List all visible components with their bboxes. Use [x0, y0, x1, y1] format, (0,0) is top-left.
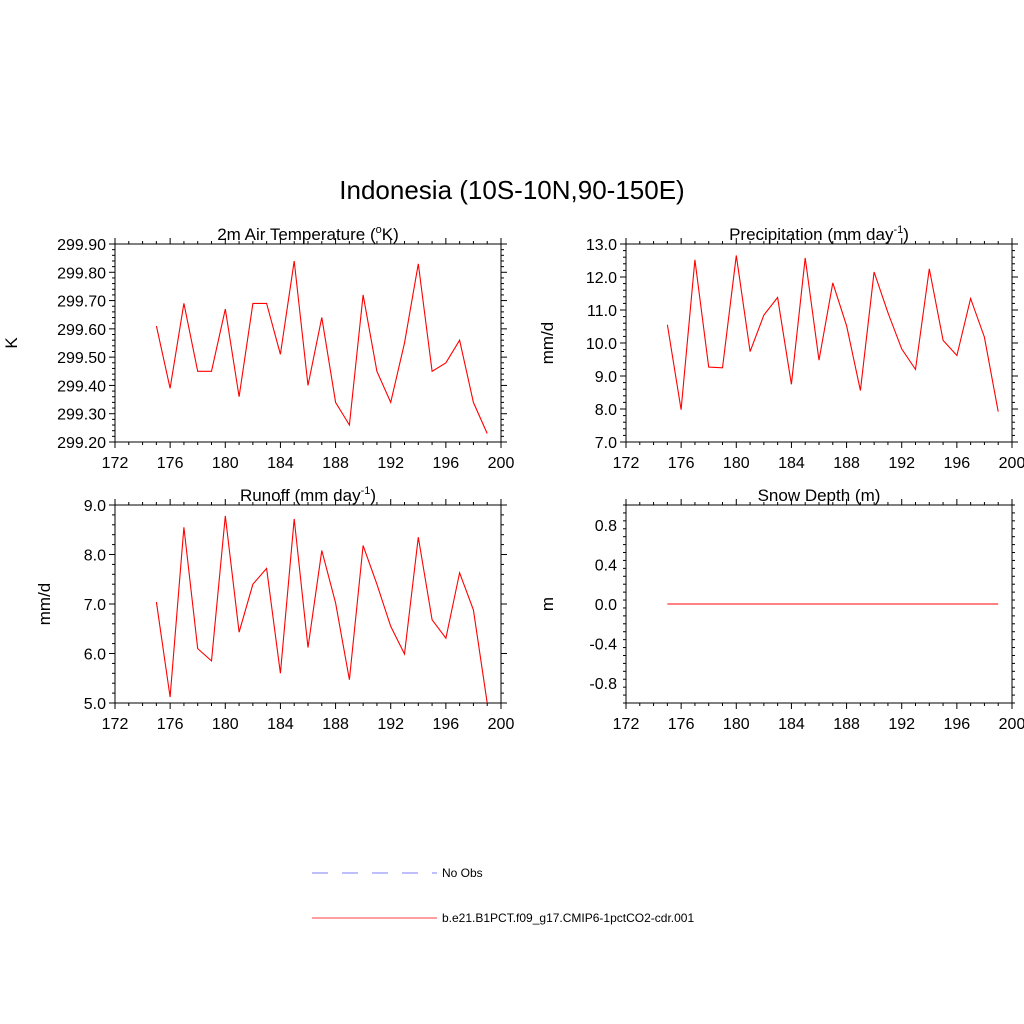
y-tick-label: 299.40: [57, 378, 106, 395]
y-tick-label: 8.0: [595, 402, 617, 419]
x-tick-label: 192: [888, 455, 915, 472]
x-tick-label: 200: [488, 716, 515, 733]
x-tick-label: 180: [723, 455, 750, 472]
panel-title-tail: K): [382, 225, 399, 244]
x-tick-label: 196: [433, 716, 460, 733]
y-tick-label: 0.8: [595, 518, 617, 535]
x-tick-label: 184: [267, 716, 294, 733]
panel-title: Snow Depth (m): [758, 486, 881, 505]
y-tick-label: 0.0: [595, 597, 617, 614]
y-tick-label: 11.0: [587, 303, 617, 320]
panel-title-superscript: -1: [893, 224, 903, 236]
y-tick-label: 9.0: [595, 369, 617, 386]
y-tick-label: 299.20: [57, 435, 106, 452]
plot-frame-precipitation: [625, 243, 1013, 443]
y-tick-label: 299.70: [57, 294, 106, 311]
x-tick-label: 184: [267, 455, 294, 472]
y-tick-label: 8.0: [84, 548, 106, 565]
legend-label-no-obs: No Obs: [442, 866, 483, 880]
y-tick-label: 299.90: [57, 237, 106, 254]
y-tick-label: 13.0: [586, 237, 617, 254]
series-line-runoff: [155, 515, 488, 704]
y-tick-label: 299.30: [57, 407, 106, 424]
y-tick-label: 7.0: [595, 435, 617, 452]
y-tick-label: 12.0: [586, 270, 617, 287]
y-tick-label: 7.0: [84, 597, 106, 614]
x-tick-label: 188: [833, 716, 860, 733]
x-tick-label: 176: [157, 455, 184, 472]
y-tick-label: -0.4: [589, 637, 617, 654]
x-tick-label: 192: [377, 455, 404, 472]
panel-title-main: Runoff (mm day: [240, 486, 361, 505]
panel-title-tail: ): [370, 486, 376, 505]
panel-title-superscript: -1: [361, 485, 371, 497]
x-tick-label: 176: [668, 455, 695, 472]
x-tick-label: 196: [944, 455, 971, 472]
chart-panel-runoff: 172 176 180 184 188 192 196 200 5.0 6.0 7.0 8.0 9.0 m…: [35, 485, 514, 733]
y-tick-label: 299.50: [57, 350, 106, 367]
x-tick-label: 196: [433, 455, 460, 472]
chart-panel-snow-depth: 172 176 180 184 188 192 196 200 -0.8 -0.4 0.0 0.4 0.…: [538, 486, 1024, 733]
panel-title: 2m Air Temperature (oK): [217, 224, 399, 244]
y-tick-label: 6.0: [84, 647, 106, 664]
chart-panel-air-temperature: 172 176 180 184 188 192 196 200 299.20 299.30 299.…: [2, 224, 514, 472]
panel-title-main: Precipitation (mm day: [729, 225, 894, 244]
x-tick-label: 188: [322, 716, 349, 733]
y-tick-label: -0.8: [589, 676, 617, 693]
y-axis-label: mm/d: [538, 322, 557, 365]
x-tick-label: 172: [613, 716, 640, 733]
series-line-air-temperature: [155, 260, 488, 434]
y-axis-label: mm/d: [35, 583, 54, 626]
x-tick-label: 180: [723, 716, 750, 733]
y-axis-label: m: [538, 597, 557, 611]
x-tick-label: 188: [833, 455, 860, 472]
x-tick-label: 196: [944, 716, 971, 733]
panel-title-main: Snow Depth (m): [758, 486, 881, 505]
x-tick-label: 184: [778, 716, 805, 733]
x-tick-label: 176: [157, 716, 184, 733]
panel-title: Precipitation (mm day-1): [729, 224, 909, 244]
panel-title-superscript: o: [376, 224, 382, 236]
legend-label-model: b.e21.B1PCT.f09_g17.CMIP6-1pctCO2-cdr.00…: [442, 911, 694, 925]
x-tick-label: 184: [778, 455, 805, 472]
figure-title: Indonesia (10S-10N,90-150E): [339, 175, 684, 205]
x-tick-label: 200: [999, 716, 1024, 733]
panel-title-tail: ): [903, 225, 909, 244]
y-tick-label: 5.0: [84, 696, 106, 713]
panel-title-main: 2m Air Temperature (: [217, 225, 376, 244]
plot-frame-air-temperature: [114, 243, 502, 443]
legend: No Obs b.e21.B1PCT.f09_g17.CMIP6-1pctCO2…: [312, 866, 694, 925]
y-tick-label: 299.80: [57, 265, 106, 282]
y-tick-label: 10.0: [586, 336, 617, 353]
x-tick-label: 192: [888, 716, 915, 733]
chart-panel-precipitation: 172 176 180 184 188 192 196 200 7.0 8.0 9.0 10.0 11.…: [538, 224, 1024, 472]
y-tick-label: 9.0: [84, 498, 106, 515]
y-tick-label: 299.60: [57, 322, 106, 339]
x-tick-label: 172: [102, 716, 129, 733]
x-tick-label: 192: [377, 716, 404, 733]
plot-frame-runoff: [114, 504, 502, 704]
series-line-precipitation: [666, 255, 999, 412]
x-tick-label: 200: [999, 455, 1024, 472]
x-tick-label: 176: [668, 716, 695, 733]
x-tick-label: 188: [322, 455, 349, 472]
x-tick-label: 172: [102, 455, 129, 472]
panel-title: Runoff (mm day-1): [240, 485, 376, 505]
y-tick-label: 0.4: [595, 557, 617, 574]
y-axis-label: K: [2, 337, 21, 349]
x-tick-label: 172: [613, 455, 640, 472]
x-tick-label: 180: [212, 455, 239, 472]
x-tick-label: 180: [212, 716, 239, 733]
x-tick-label: 200: [488, 455, 515, 472]
